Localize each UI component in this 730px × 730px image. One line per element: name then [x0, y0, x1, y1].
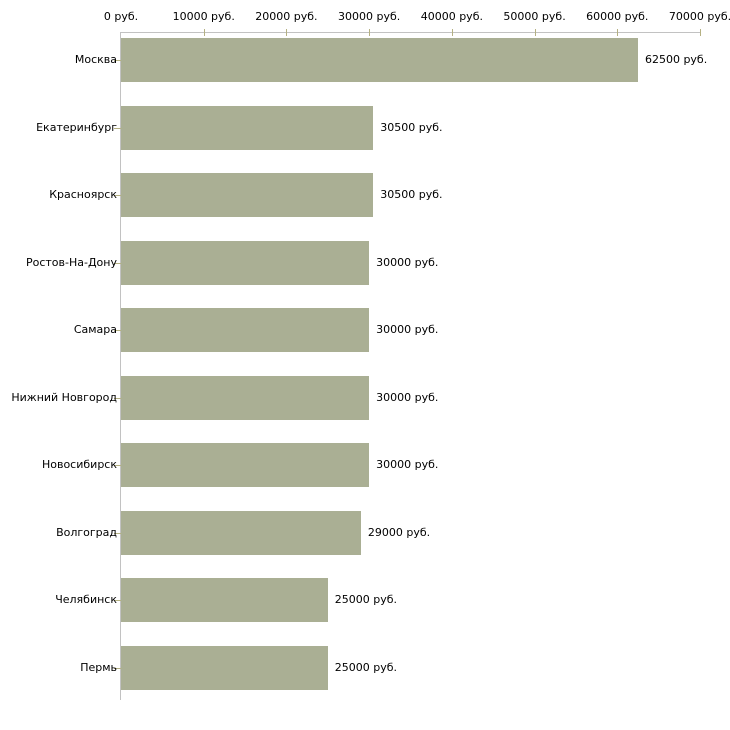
bar — [121, 105, 374, 150]
x-tick-label: 10000 руб. — [172, 10, 235, 23]
bar — [121, 645, 328, 690]
x-tick-label: 50000 руб. — [503, 10, 566, 23]
value-label: 29000 руб. — [367, 525, 431, 539]
category-label: Ростов-На-Дону — [25, 255, 117, 269]
y-tick-mark — [114, 397, 121, 399]
category-label: Екатеринбург — [36, 120, 117, 134]
bar — [121, 375, 370, 420]
x-tick-label: 70000 руб. — [668, 10, 730, 23]
category-label: Пермь — [80, 660, 117, 674]
y-tick-mark — [114, 262, 121, 264]
value-label: 30500 руб. — [380, 120, 443, 134]
bar — [121, 510, 361, 555]
y-tick-mark — [114, 127, 121, 129]
x-tick-mark — [700, 29, 701, 36]
x-tick-label: 60000 руб. — [586, 10, 649, 23]
x-tick-label: 0 руб. — [103, 10, 139, 23]
value-label: 30500 руб. — [380, 188, 443, 201]
x-axis-line — [121, 32, 701, 33]
value-label: 25000 руб. — [334, 593, 398, 606]
x-tick-mark — [451, 29, 453, 36]
bar — [121, 240, 370, 285]
y-tick-mark — [114, 195, 121, 196]
value-label: 30000 руб. — [376, 255, 439, 269]
x-tick-mark — [286, 29, 288, 36]
bar — [121, 578, 328, 622]
y-axis-line — [120, 32, 121, 700]
category-label: Красноярск — [49, 188, 117, 201]
x-tick-mark — [369, 29, 371, 36]
bar — [121, 308, 370, 352]
value-label: 30000 руб. — [376, 323, 439, 336]
x-tick-label: 30000 руб. — [338, 10, 401, 23]
bar — [121, 38, 638, 82]
category-label: Москва — [74, 53, 117, 66]
x-tick-mark — [617, 29, 619, 36]
y-tick-mark — [114, 330, 121, 331]
category-label: Челябинск — [55, 593, 117, 606]
y-tick-mark — [114, 600, 121, 601]
y-tick-mark — [114, 465, 121, 466]
category-label: Нижний Новгород — [11, 390, 117, 404]
bar — [121, 173, 374, 217]
category-label: Волгоград — [56, 525, 117, 539]
y-tick-mark — [114, 532, 121, 534]
category-label: Самара — [73, 323, 117, 336]
value-label: 30000 руб. — [376, 458, 439, 471]
x-tick-mark — [203, 29, 205, 36]
bar — [121, 443, 370, 487]
y-tick-mark — [114, 667, 121, 669]
x-tick-label: 40000 руб. — [420, 10, 483, 23]
value-label: 30000 руб. — [376, 390, 439, 404]
value-label: 25000 руб. — [334, 660, 398, 674]
x-tick-label: 20000 руб. — [255, 10, 318, 23]
category-label: Новосибирск — [41, 458, 117, 471]
y-tick-mark — [114, 60, 121, 61]
x-tick-mark — [534, 29, 536, 36]
value-label: 62500 руб. — [644, 53, 708, 66]
